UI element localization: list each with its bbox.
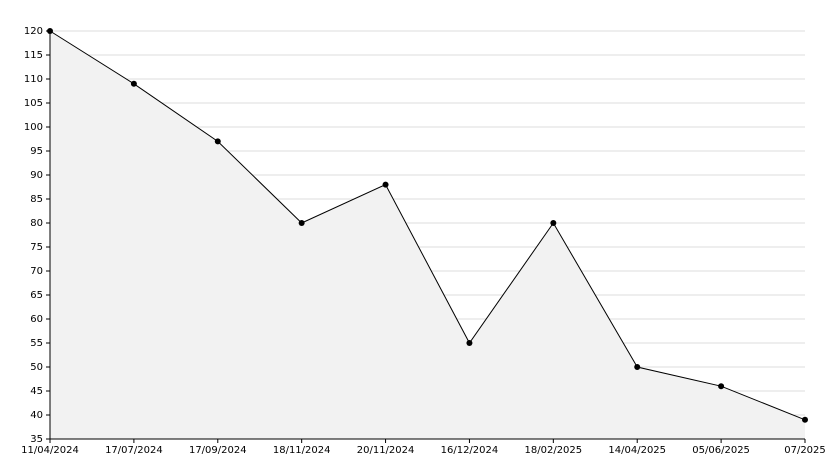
x-tick-label: 14/04/2025: [608, 445, 666, 456]
y-tick-label: 95: [30, 146, 43, 157]
point: [718, 383, 725, 390]
y-tick-label: 110: [24, 74, 43, 85]
x-tick-label: 17/07/2024: [105, 445, 163, 456]
y-tick-label: 105: [24, 98, 43, 109]
y-tick-label: 75: [30, 242, 43, 253]
y-tick-label: 85: [30, 194, 43, 205]
point: [550, 220, 557, 226]
point: [802, 416, 808, 423]
y-tick-label: 90: [30, 170, 43, 181]
area: [50, 31, 805, 439]
x-tick-label: 11/04/2024: [21, 445, 79, 456]
y-tick-label: 40: [30, 410, 43, 421]
y-tick-label: 100: [24, 122, 43, 133]
y-tick-label: 115: [24, 50, 43, 61]
point: [634, 364, 641, 370]
line: [49, 30, 806, 421]
y-tick-label: 55: [30, 338, 43, 349]
point: [130, 80, 137, 87]
point: [382, 181, 389, 188]
y-tick-label: 65: [30, 290, 43, 301]
y-tick-label: 50: [30, 362, 43, 373]
x-tick-label: 05/06/2025: [692, 445, 750, 456]
x-tick-label: 07/2025: [784, 445, 826, 456]
point: [298, 220, 305, 226]
point: [466, 340, 473, 346]
x-tick-label: 20/11/2024: [357, 445, 415, 456]
x-tick-label: 16/12/2024: [441, 445, 499, 456]
point: [214, 138, 221, 145]
y-tick-label: 45: [30, 386, 43, 397]
y-tick-label: 120: [24, 26, 43, 37]
y-tick-label: 70: [30, 266, 43, 277]
y-tick-label: 35: [30, 434, 43, 445]
x-tick-label: 17/09/2024: [189, 445, 247, 456]
x-tick-label: 18/11/2024: [273, 445, 331, 456]
y-tick-label: 80: [30, 218, 43, 229]
x-tick-label: 18/02/2025: [525, 445, 583, 456]
y-tick-label: 60: [30, 314, 43, 325]
